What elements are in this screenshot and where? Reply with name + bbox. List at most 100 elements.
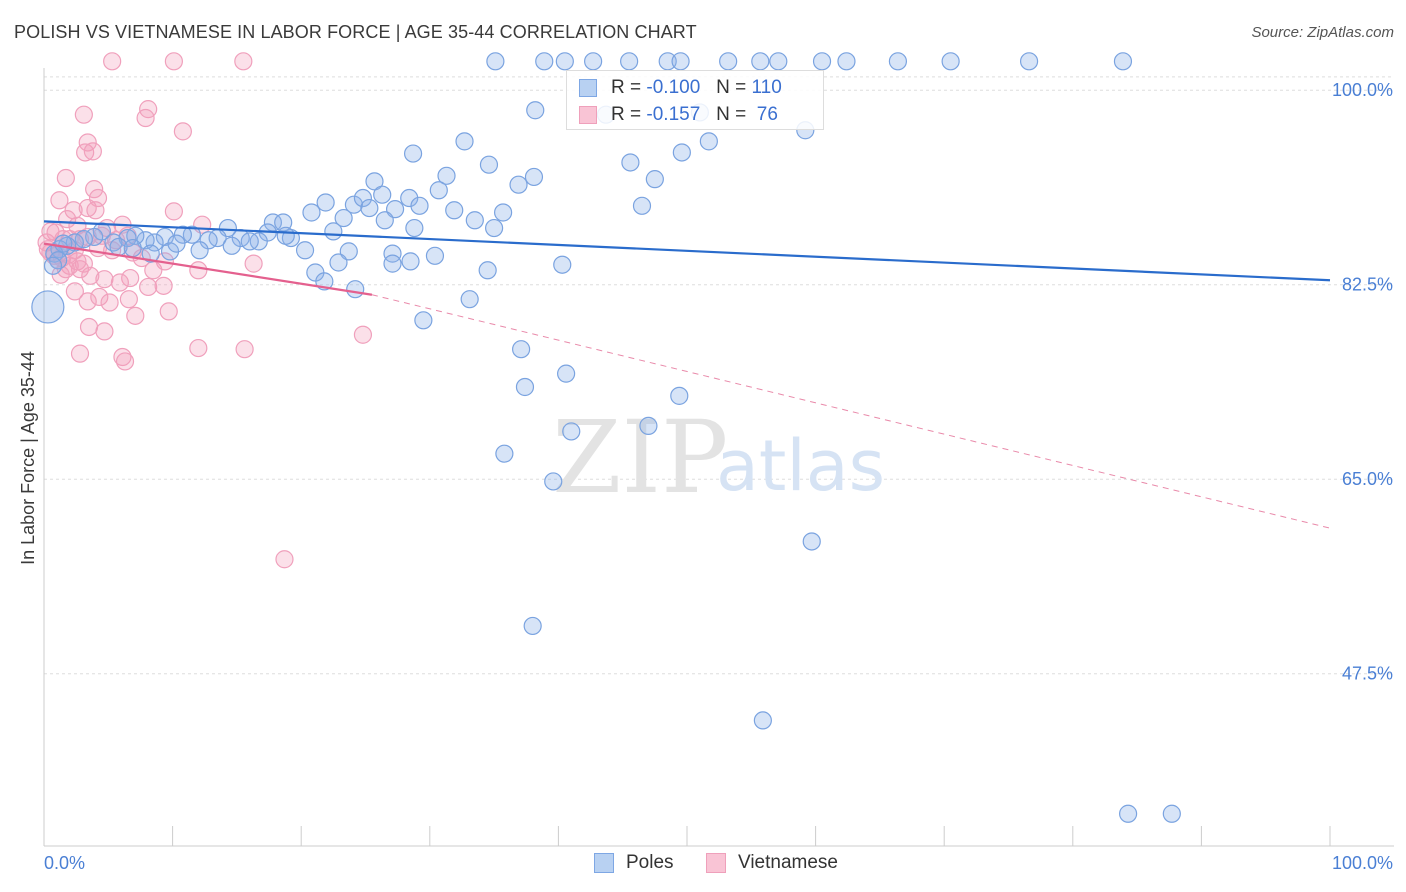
poles-point — [495, 444, 514, 463]
vietnamese-point — [275, 550, 294, 569]
vietnamese-point — [70, 344, 90, 363]
poles-point — [410, 196, 429, 215]
vietnamese-point — [76, 143, 95, 162]
poles-point — [302, 203, 321, 222]
poles-point — [346, 280, 365, 299]
poles-point — [155, 227, 174, 247]
poles-point — [414, 311, 433, 330]
poles-point — [240, 232, 259, 251]
poles-point — [401, 252, 420, 271]
vietnamese-point — [121, 268, 140, 288]
poles-point — [222, 236, 241, 255]
poles-point — [620, 52, 639, 71]
poles-point — [465, 211, 484, 230]
legend-vietnamese-text: R = -0.157 N = 76 — [611, 104, 778, 126]
poles-point — [672, 143, 691, 162]
vietnamese-point — [83, 142, 102, 161]
poles-point — [639, 416, 658, 435]
poles-point — [535, 52, 554, 71]
source-label: Source: ZipAtlas.com — [1251, 24, 1394, 41]
poles-point — [316, 193, 335, 212]
poles-point — [802, 532, 821, 551]
poles-point — [199, 231, 218, 250]
poles-point — [941, 52, 960, 71]
poles-point — [769, 52, 788, 71]
poles-point — [455, 132, 474, 151]
watermark-atlas: atlas — [716, 425, 885, 507]
vietnamese-point — [103, 52, 122, 71]
poles-point — [544, 472, 563, 491]
poles-point — [699, 132, 718, 151]
poles-point — [437, 166, 456, 185]
vietnamese-point — [244, 254, 263, 273]
y-tick-label: 100.0% — [1332, 80, 1393, 100]
vietnamese-point — [173, 122, 192, 141]
y-tick-label: 82.5% — [1342, 275, 1393, 295]
poles-point — [837, 52, 856, 71]
poles-point — [486, 52, 505, 71]
trend-lines — [43, 220, 1331, 529]
poles-point — [425, 246, 445, 265]
poles-point — [478, 261, 497, 280]
poles-n-label: N = — [716, 77, 747, 98]
vietnamese-point — [90, 287, 109, 307]
vietnamese-point — [115, 352, 135, 371]
poles-point — [584, 52, 603, 71]
poles-point — [494, 203, 513, 222]
poles-point — [658, 52, 677, 71]
poles-point — [385, 200, 405, 219]
poles-point — [553, 255, 572, 274]
vietnamese-point — [164, 52, 183, 71]
chart-title: POLISH VS VIETNAMESE IN LABOR FORCE | AG… — [14, 22, 697, 42]
vietnamese-point — [50, 191, 69, 210]
poles-point — [1118, 804, 1138, 823]
poles-point — [621, 153, 640, 172]
vietnamese-point — [144, 261, 163, 280]
axes — [43, 68, 1394, 847]
poles-point — [512, 340, 531, 359]
poles-n-value: 110 — [751, 77, 782, 98]
poles-legend-swatch — [594, 853, 614, 873]
poles-point — [141, 244, 160, 263]
correlation-legend: R = -0.100 N = 110 R = -0.157 N = 76 — [566, 70, 824, 130]
vietnamese-r-value: -0.157 — [646, 104, 701, 125]
x-tick-label-max: 100.0% — [1332, 853, 1393, 873]
y-tick-label: 47.5% — [1342, 664, 1393, 684]
vietnamese-point — [70, 260, 90, 279]
vietnamese-point — [95, 270, 114, 289]
poles-point — [632, 196, 652, 215]
poles-point — [49, 251, 68, 270]
poles-point — [173, 225, 192, 244]
poles-point — [334, 208, 353, 228]
poles-point — [344, 195, 364, 214]
poles-point — [509, 175, 528, 194]
poles-point — [445, 201, 464, 220]
poles-point — [360, 198, 379, 218]
poles-legend-label: Poles — [626, 852, 674, 873]
vietnamese-point — [110, 273, 129, 292]
poles-point — [515, 377, 535, 397]
vietnamese-point — [189, 261, 208, 280]
poles-point — [523, 616, 542, 636]
poles-r-value: -0.100 — [646, 77, 701, 98]
vietnamese-n-label: N = — [716, 104, 747, 125]
poles-point — [403, 144, 423, 163]
poles-point — [276, 226, 295, 245]
vietnamese-point — [154, 276, 173, 295]
poles-point — [1019, 52, 1039, 71]
vietnamese-point — [234, 52, 253, 71]
vietnamese-point — [86, 201, 105, 220]
vietnamese-point — [159, 302, 178, 321]
vietnamese-n-value: 76 — [756, 104, 778, 125]
vietnamese-point — [119, 290, 138, 309]
vietnamese-point — [95, 322, 114, 341]
poles-point — [485, 218, 504, 238]
vietnamese-point — [136, 108, 155, 128]
poles-point — [123, 238, 142, 258]
vietnamese-legend-swatch — [706, 853, 726, 873]
series-legend: Poles Vietnamese — [0, 852, 1406, 878]
poles-point — [719, 52, 738, 71]
vietnamese-swatch — [579, 106, 597, 124]
poles-point — [888, 52, 908, 71]
